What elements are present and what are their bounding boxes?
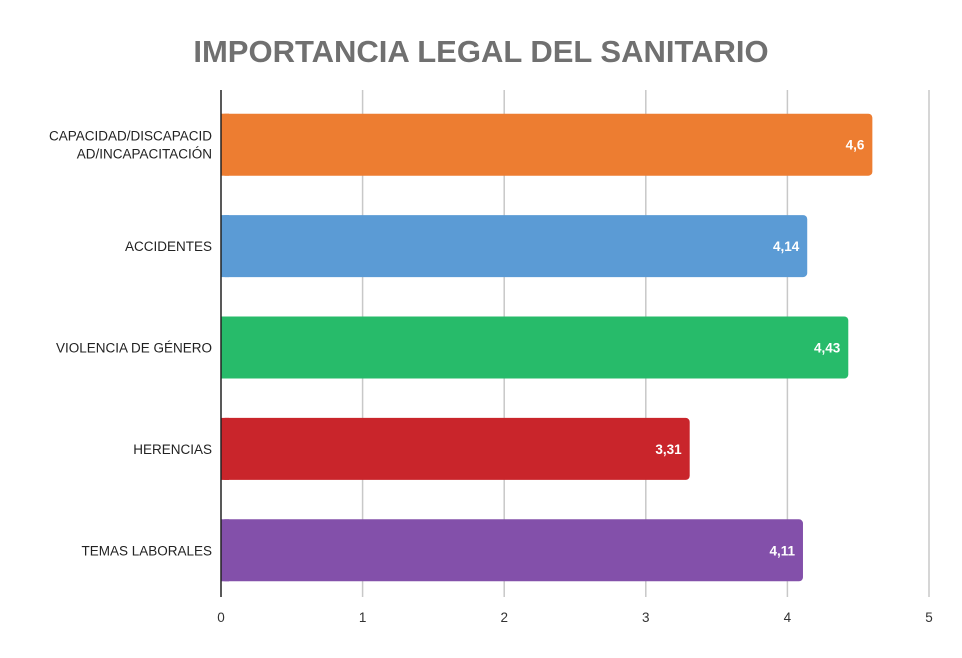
x-tick-label: 1: [359, 610, 367, 625]
data-label: 4,11: [769, 543, 795, 558]
bar: [221, 215, 808, 278]
bar-base: [221, 417, 229, 480]
category-label: VIOLENCIA DE GÉNERO: [56, 341, 212, 356]
bar: [221, 316, 849, 379]
x-tick-label: 2: [500, 610, 508, 625]
bar-base: [221, 113, 229, 176]
category-label: HERENCIAS: [133, 442, 212, 457]
bar-base: [221, 316, 229, 379]
category-label: CAPACIDAD/DISCAPACID: [49, 129, 212, 144]
category-labels: CAPACIDAD/DISCAPACID AD/INCAPACITACIÓN ACC…: [49, 129, 212, 559]
category-label: TEMAS LABORALES: [81, 543, 212, 558]
bars: 4,6 4,14 4,43 3,31 4,11: [221, 113, 873, 582]
x-axis-ticks: 0 1 2 3 4 5: [217, 610, 933, 625]
bar: [221, 417, 690, 480]
x-tick-label: 0: [217, 610, 225, 625]
bar: [221, 519, 803, 582]
data-label: 4,43: [814, 341, 841, 356]
category-label: ACCIDENTES: [125, 239, 212, 254]
bar: [221, 113, 873, 176]
bar-base: [221, 519, 229, 582]
bar-base: [221, 215, 229, 278]
chart-title: IMPORTANCIA LEGAL DEL SANITARIO: [193, 34, 768, 69]
data-label: 4,6: [846, 138, 865, 153]
x-tick-label: 5: [925, 610, 933, 625]
category-label: AD/INCAPACITACIÓN: [77, 147, 212, 162]
data-label: 4,14: [773, 239, 800, 254]
data-label: 3,31: [655, 442, 682, 457]
x-tick-label: 3: [642, 610, 650, 625]
x-tick-label: 4: [784, 610, 792, 625]
